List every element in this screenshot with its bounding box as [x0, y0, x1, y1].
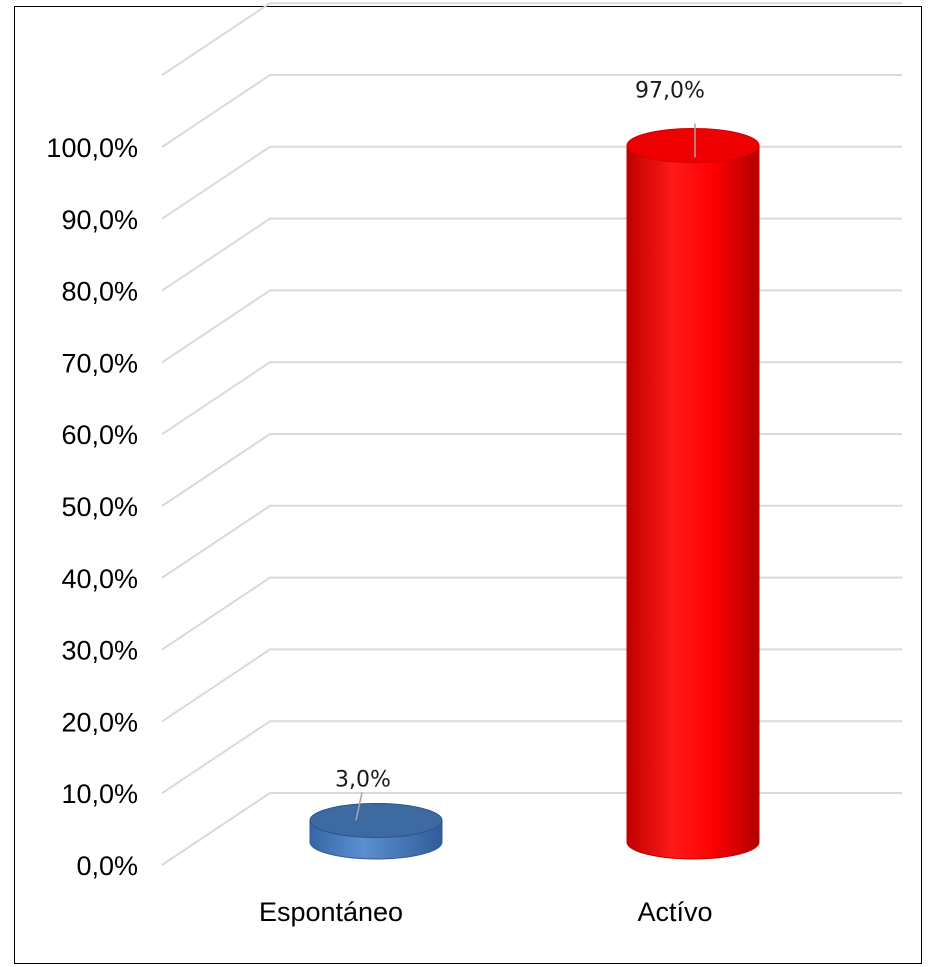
data-label: 97,0%: [635, 79, 705, 104]
gridline: [161, 289, 902, 364]
bar-actívo: 97,0%: [626, 79, 760, 860]
gridline: [161, 2, 902, 77]
y-tick-label: 100,0%: [46, 133, 138, 163]
gridline: [161, 576, 902, 651]
chart-frame: [14, 6, 922, 964]
y-tick-label: 80,0%: [61, 277, 138, 307]
bar-espontáneo: 3,0%: [309, 767, 443, 860]
bar-body: [626, 145, 760, 860]
y-tick-label: 40,0%: [61, 564, 138, 594]
y-tick-label: 70,0%: [61, 348, 138, 378]
gridline: [161, 720, 902, 795]
bar-cap: [309, 802, 443, 838]
y-tick-label: 20,0%: [61, 707, 138, 737]
x-category-label: Actívo: [637, 897, 712, 927]
data-label: 3,0%: [335, 767, 391, 792]
gridline: [161, 504, 902, 579]
gridline: [161, 217, 902, 292]
y-tick-label: 10,0%: [61, 779, 138, 809]
gridline: [161, 792, 902, 866]
y-tick-label: 90,0%: [61, 205, 138, 235]
y-tick-label: 0,0%: [76, 851, 138, 881]
x-category-label: Espontáneo: [259, 897, 403, 927]
gridline: [161, 145, 902, 220]
gridline: [161, 361, 902, 436]
gridline: [161, 648, 902, 723]
y-tick-label: 30,0%: [61, 636, 138, 666]
y-tick-label: 60,0%: [61, 420, 138, 450]
data-label-leader: [355, 792, 363, 821]
y-tick-label: 50,0%: [61, 492, 138, 522]
gridline: [161, 74, 902, 148]
gridline: [161, 433, 902, 507]
bar-cap: [626, 128, 760, 164]
